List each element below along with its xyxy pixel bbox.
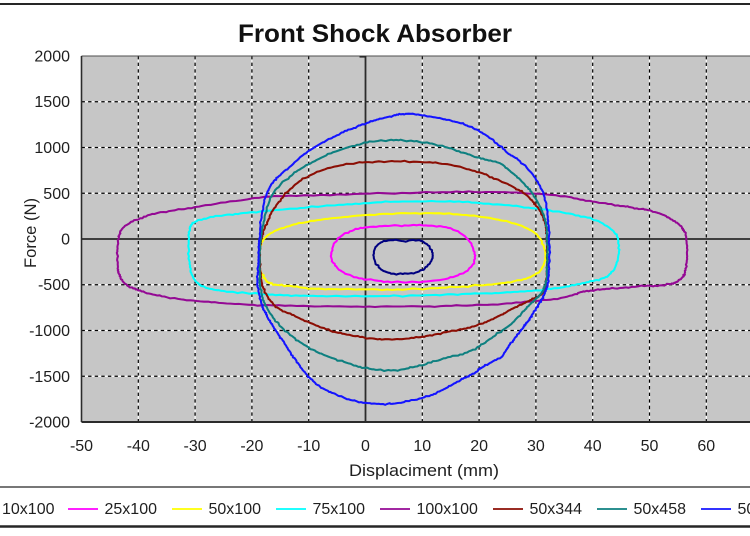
svg-text:1000: 1000 xyxy=(34,140,70,157)
svg-text:50: 50 xyxy=(641,438,659,455)
svg-text:-500: -500 xyxy=(38,277,70,294)
svg-text:1500: 1500 xyxy=(34,94,70,111)
svg-text:20: 20 xyxy=(470,438,488,455)
svg-text:100x100: 100x100 xyxy=(417,501,478,518)
svg-text:25x100: 25x100 xyxy=(105,501,158,518)
svg-text:2000: 2000 xyxy=(34,49,70,66)
svg-text:50x572: 50x572 xyxy=(738,501,750,518)
svg-text:Force (N): Force (N) xyxy=(21,198,40,268)
svg-text:-30: -30 xyxy=(184,438,207,455)
svg-text:40: 40 xyxy=(584,438,602,455)
svg-text:60: 60 xyxy=(697,438,715,455)
svg-text:10: 10 xyxy=(413,438,431,455)
svg-text:50x344: 50x344 xyxy=(530,501,583,518)
svg-text:0: 0 xyxy=(61,232,70,249)
svg-text:-20: -20 xyxy=(240,438,263,455)
svg-text:Front Shock Absorber: Front Shock Absorber xyxy=(238,20,512,48)
svg-text:50x100: 50x100 xyxy=(209,501,262,518)
svg-text:-50: -50 xyxy=(70,438,93,455)
svg-text:-1500: -1500 xyxy=(29,369,70,386)
svg-text:500: 500 xyxy=(43,186,70,203)
svg-text:75x100: 75x100 xyxy=(313,501,366,518)
svg-text:Displaciment (mm): Displaciment (mm) xyxy=(349,461,499,480)
svg-text:-2000: -2000 xyxy=(29,415,70,432)
svg-text:-10: -10 xyxy=(297,438,320,455)
svg-text:-40: -40 xyxy=(127,438,150,455)
svg-text:-1000: -1000 xyxy=(29,323,70,340)
svg-text:10x100: 10x100 xyxy=(2,501,55,518)
svg-text:0: 0 xyxy=(361,438,370,455)
svg-text:50x458: 50x458 xyxy=(634,501,687,518)
svg-text:30: 30 xyxy=(527,438,545,455)
